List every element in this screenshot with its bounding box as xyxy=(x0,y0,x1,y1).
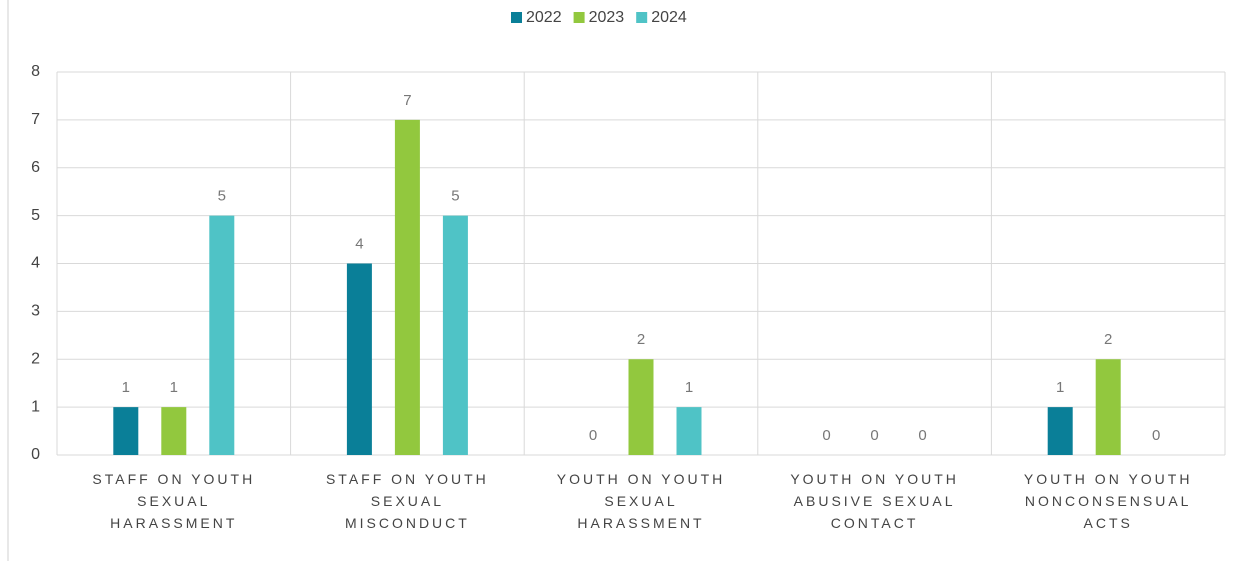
x-tick-label: STAFF ON YOUTH SEXUAL MISCONDUCT xyxy=(325,471,489,531)
data-label: 2 xyxy=(637,331,645,348)
y-tick-label: 6 xyxy=(31,159,40,176)
data-label: 1 xyxy=(122,379,130,396)
y-tick-label: 2 xyxy=(31,350,40,367)
data-label: 1 xyxy=(1056,379,1064,396)
data-label: 1 xyxy=(685,379,693,396)
y-tick-label: 0 xyxy=(31,446,40,463)
y-tick-label: 3 xyxy=(31,303,40,320)
data-label: 7 xyxy=(403,92,411,109)
bar xyxy=(1095,359,1121,455)
data-label: 4 xyxy=(355,235,363,252)
bar xyxy=(676,407,702,455)
y-tick-label: 5 xyxy=(31,207,40,224)
data-label: 0 xyxy=(589,427,597,444)
y-tick-label: 1 xyxy=(31,398,40,415)
data-label: 2 xyxy=(1104,331,1112,348)
x-tick-label: YOUTH ON YOUTH NONCONSENSUAL ACTS xyxy=(1023,471,1193,531)
data-label: 0 xyxy=(870,427,878,444)
data-label: 5 xyxy=(218,188,226,205)
bar xyxy=(346,263,372,455)
legend-swatch xyxy=(573,12,585,23)
data-label: 5 xyxy=(451,188,459,205)
bar xyxy=(113,407,139,455)
x-tick-label: YOUTH ON YOUTH SEXUAL HARASSMENT xyxy=(556,471,726,531)
legend-label: 2023 xyxy=(589,9,625,26)
x-tick-label: YOUTH ON YOUTH ABUSIVE SEXUAL CONTACT xyxy=(790,471,959,531)
data-label: 0 xyxy=(918,427,926,444)
y-tick-label: 4 xyxy=(31,255,40,272)
y-tick-label: 7 xyxy=(31,111,40,128)
data-label: 0 xyxy=(822,427,830,444)
legend-label: 2022 xyxy=(526,9,562,26)
bar xyxy=(161,407,187,455)
legend-label: 2024 xyxy=(651,9,687,26)
bar xyxy=(394,119,420,455)
bar xyxy=(209,215,235,455)
data-label: 0 xyxy=(1152,427,1160,444)
bar xyxy=(628,359,654,455)
bar xyxy=(442,215,468,455)
y-tick-label: 8 xyxy=(31,63,40,80)
x-tick-label: STAFF ON YOUTH SEXUAL HARASSMENT xyxy=(92,471,256,531)
bar xyxy=(1047,407,1073,455)
legend-swatch xyxy=(511,12,522,23)
legend-swatch xyxy=(636,12,648,23)
data-label: 1 xyxy=(170,379,178,396)
